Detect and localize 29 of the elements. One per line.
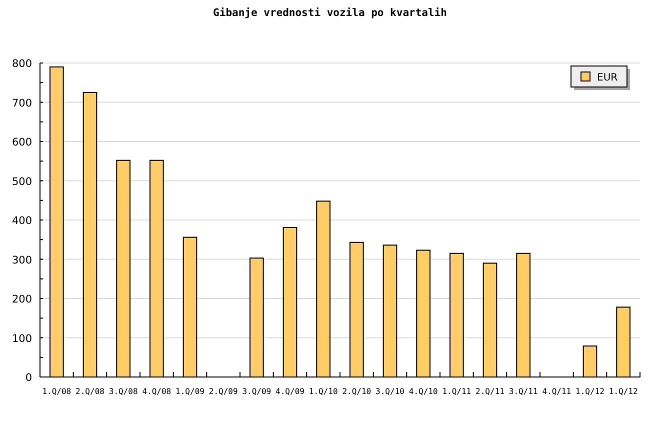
legend-label: EUR	[597, 72, 618, 84]
x-tick-label: 1.Q/10	[308, 387, 338, 396]
y-tick-label: 700	[12, 97, 32, 110]
chart-title: Gibanje vrednosti vozila po kvartalih	[213, 7, 447, 19]
x-tick-label: 4.Q/09	[276, 387, 305, 396]
y-tick-label: 400	[12, 215, 32, 227]
y-tick-label: 0	[25, 372, 32, 384]
x-tick-label: 2.Q/09	[208, 387, 238, 396]
x-tick-label: 1.Q/12	[576, 387, 605, 396]
x-tick-label: 1.Q/12	[608, 387, 638, 396]
x-tick-label: 1.Q/09	[176, 387, 205, 396]
y-tick-label: 600	[12, 136, 32, 148]
x-tick-label: 3.Q/09	[242, 387, 272, 396]
x-tick-label: 1.Q/11	[442, 387, 472, 396]
y-tick-label: 200	[12, 294, 32, 306]
x-tick-label: 1.Q/08	[42, 387, 72, 396]
x-tick-label: 2.Q/10	[342, 387, 372, 396]
x-tick-label: 3.Q/10	[376, 387, 405, 396]
x-tick-label: 4.Q/10	[408, 387, 438, 396]
x-tick-label: 3.Q/08	[108, 387, 138, 396]
y-tick-label: 300	[12, 254, 32, 266]
x-tick-label: 4.Q/08	[142, 387, 172, 396]
x-tick-label: 4.Q/11	[542, 387, 572, 396]
x-tick-label: 2.Q/11	[476, 387, 505, 396]
x-tick-label: 2.Q/08	[76, 387, 105, 396]
y-tick-label: 100	[12, 332, 32, 345]
y-tick-label: 500	[12, 176, 32, 188]
y-tick-label: 800	[12, 58, 32, 70]
x-tick-label: 3.Q/11	[508, 387, 538, 396]
